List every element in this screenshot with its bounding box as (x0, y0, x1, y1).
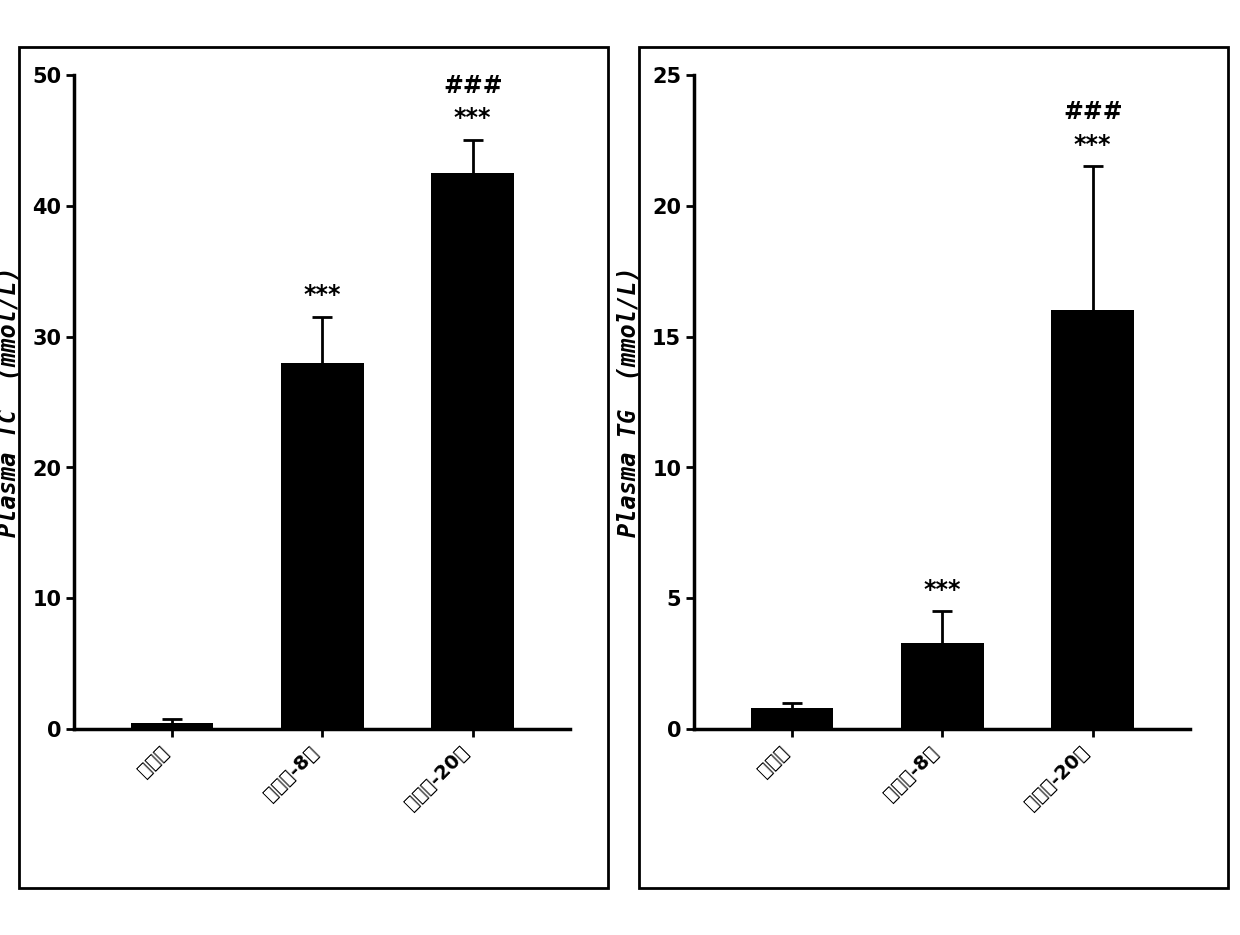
Y-axis label: Plasma TG  (mmol/L): Plasma TG (mmol/L) (618, 266, 641, 538)
Text: ***: *** (454, 107, 491, 131)
Bar (432, 173, 515, 729)
Text: ###: ### (443, 74, 502, 97)
Text: ***: *** (924, 578, 961, 602)
Bar (130, 723, 213, 729)
Text: ###: ### (1063, 100, 1122, 124)
Bar (281, 363, 363, 729)
Bar (750, 709, 833, 729)
Text: ***: *** (304, 283, 341, 307)
Bar (1052, 310, 1135, 729)
Text: ***: *** (1074, 133, 1111, 156)
Bar (901, 643, 983, 729)
Y-axis label: Plasma TC  (mmol/L): Plasma TC (mmol/L) (0, 266, 21, 538)
